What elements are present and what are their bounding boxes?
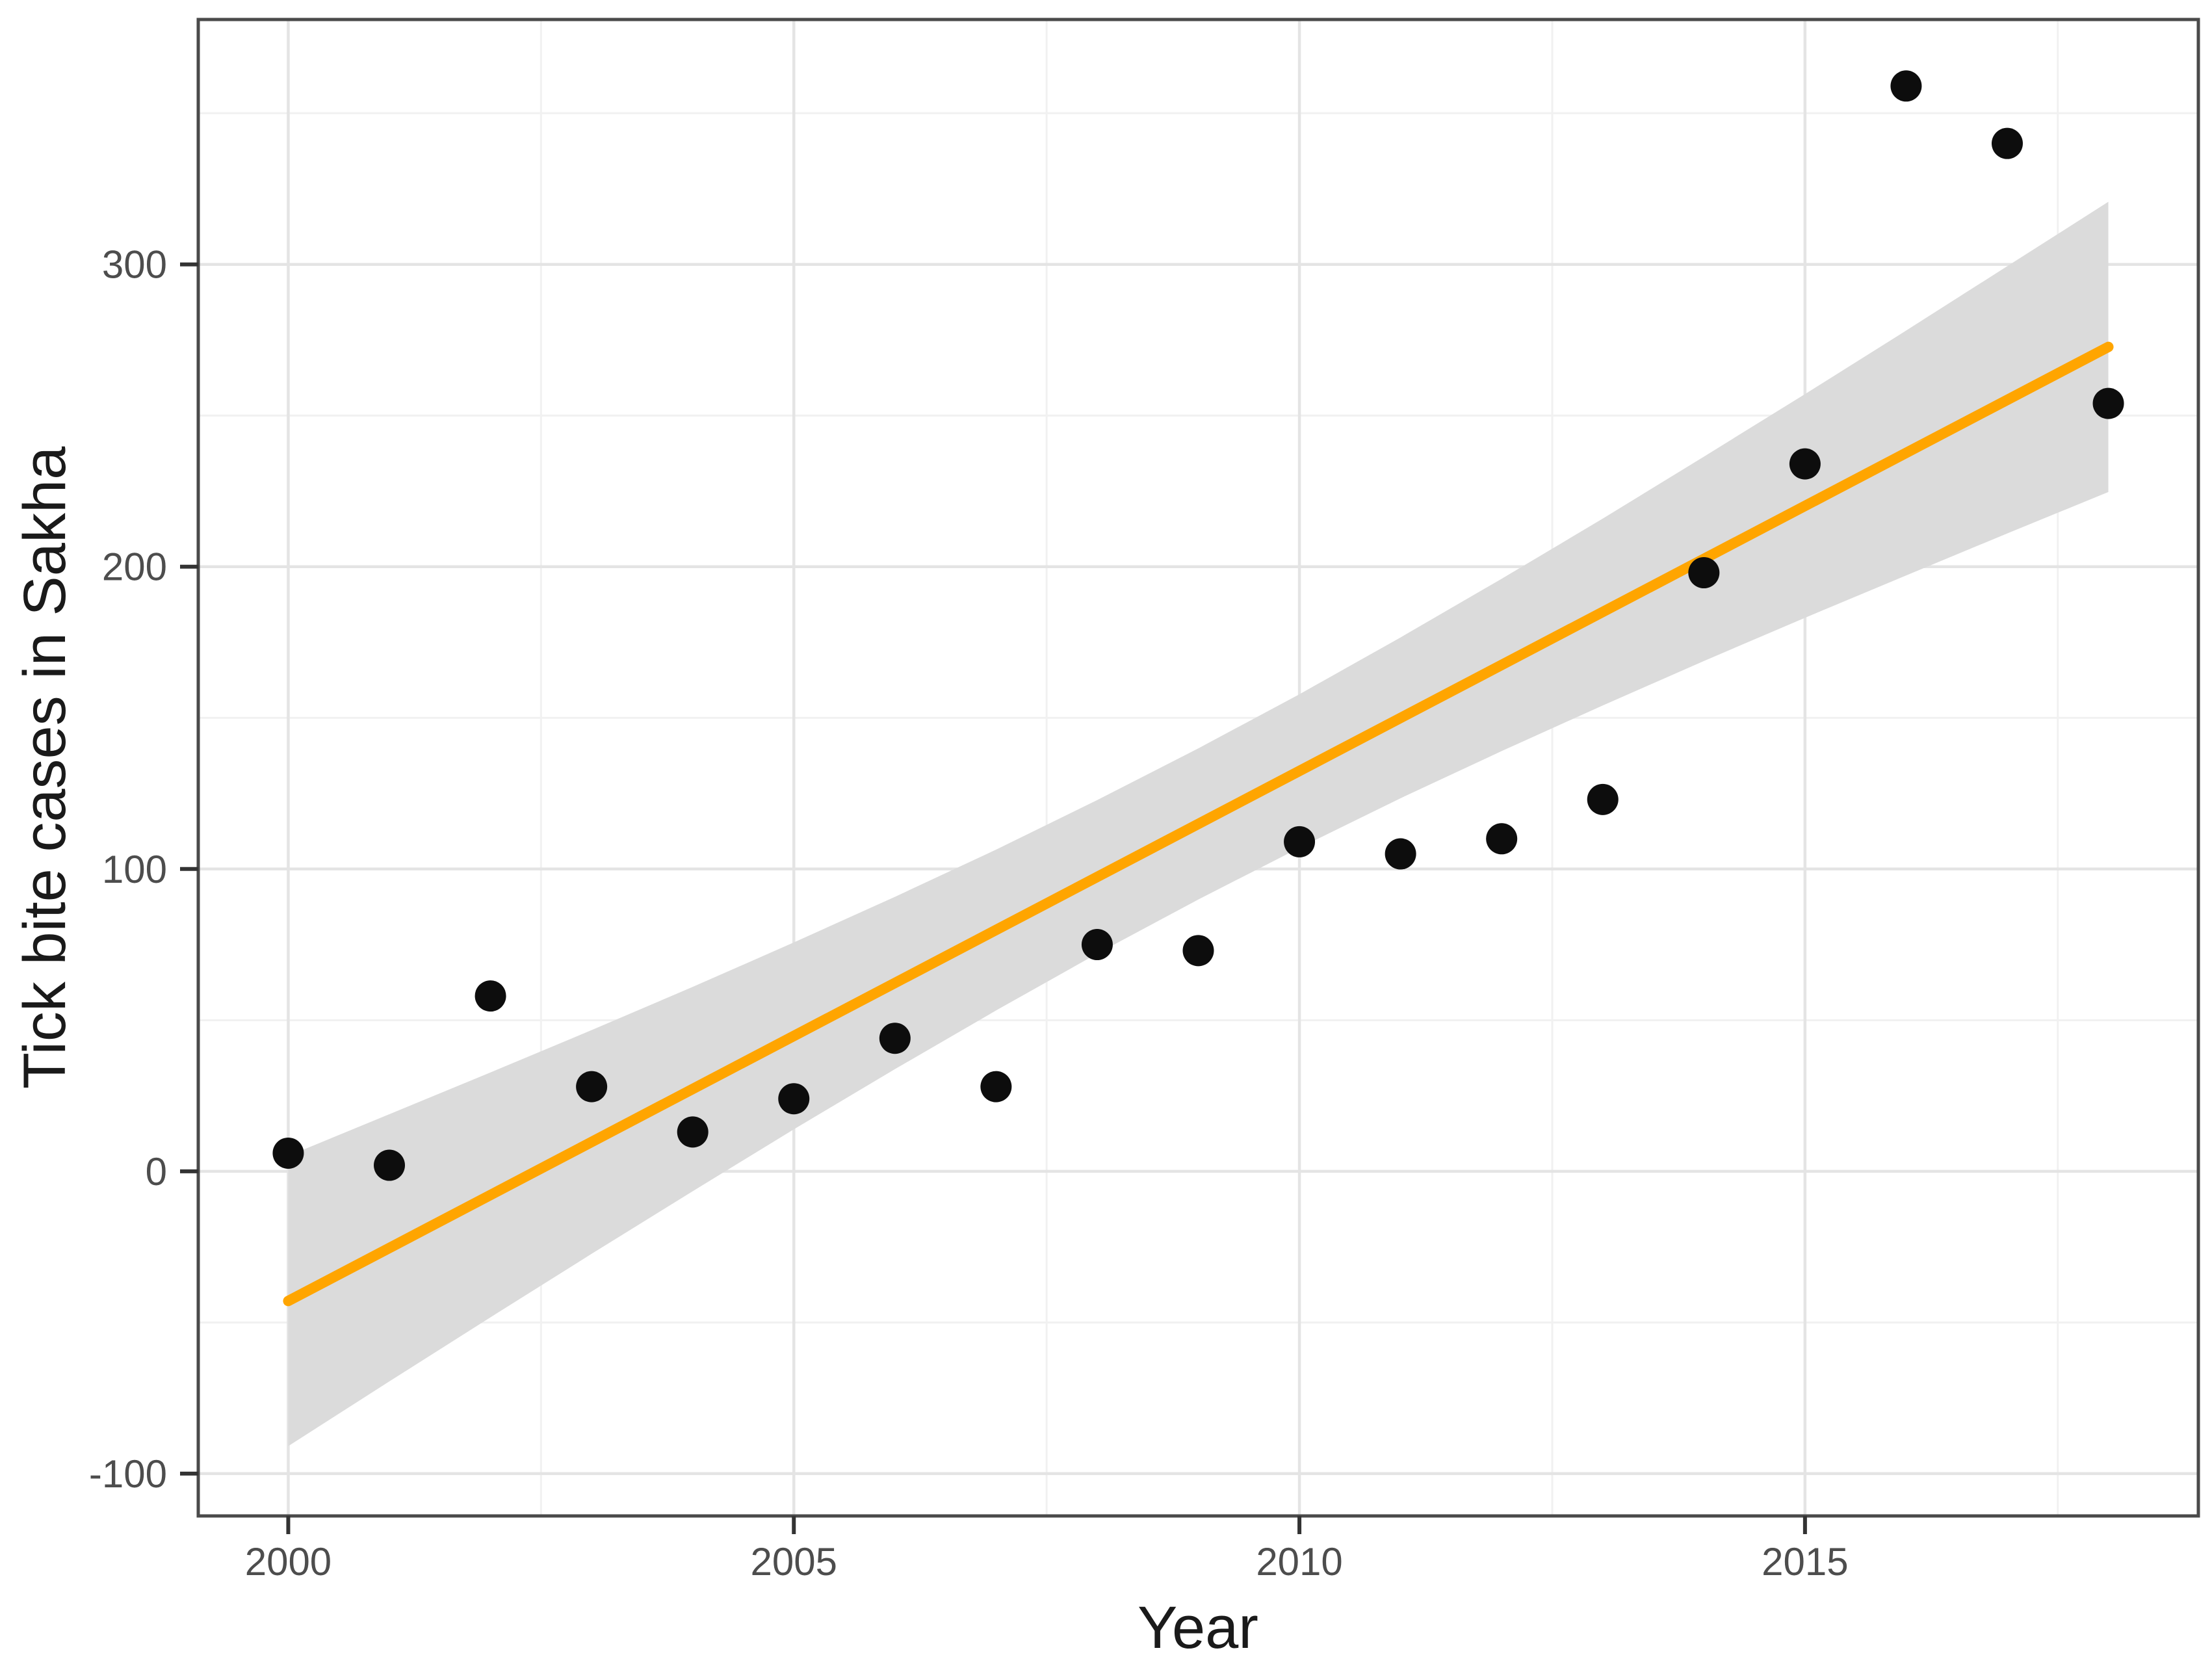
regression-line (283, 341, 2114, 1307)
data-point (272, 1137, 304, 1169)
data-point (1688, 557, 1720, 589)
data-point (1587, 783, 1619, 815)
ticks-layer (180, 262, 1807, 1534)
data-point (1789, 448, 1821, 480)
data-point (1486, 823, 1518, 855)
data-point (879, 1023, 911, 1054)
y-axis-title: Tick bite cases in Sakha (12, 446, 78, 1089)
data-point (1890, 70, 1922, 102)
data-point (1385, 838, 1416, 870)
y-tick-label: 300 (102, 243, 167, 287)
data-point (980, 1071, 1012, 1102)
y-tick-label: 100 (102, 848, 167, 891)
data-point (1284, 826, 1316, 857)
data-point (475, 980, 506, 1012)
data-point (576, 1071, 608, 1102)
tick-labels-layer: 2000 2005 2010 2015 300 200 100 0 -100 (89, 243, 1849, 1584)
panel-border-layer (196, 18, 2200, 1518)
data-point (374, 1149, 406, 1181)
x-tick-label: 2005 (751, 1540, 837, 1584)
x-tick-label: 2000 (245, 1540, 332, 1584)
data-point (1182, 935, 1214, 967)
data-point (1991, 127, 2023, 159)
regression-line-layer (283, 341, 2114, 1307)
data-point (778, 1083, 810, 1115)
y-tick-label: 200 (102, 545, 167, 589)
x-tick-label: 2010 (1256, 1540, 1342, 1584)
data-point (677, 1116, 709, 1148)
panel-border (196, 18, 2200, 1518)
data-point (1081, 929, 1113, 961)
y-tick-label: 0 (146, 1150, 167, 1194)
y-tick-label: -100 (89, 1452, 167, 1496)
points-layer (272, 70, 2124, 1181)
data-point (2092, 387, 2124, 419)
x-tick-label: 2015 (1762, 1540, 1848, 1584)
x-axis-title: Year (1138, 1595, 1258, 1661)
